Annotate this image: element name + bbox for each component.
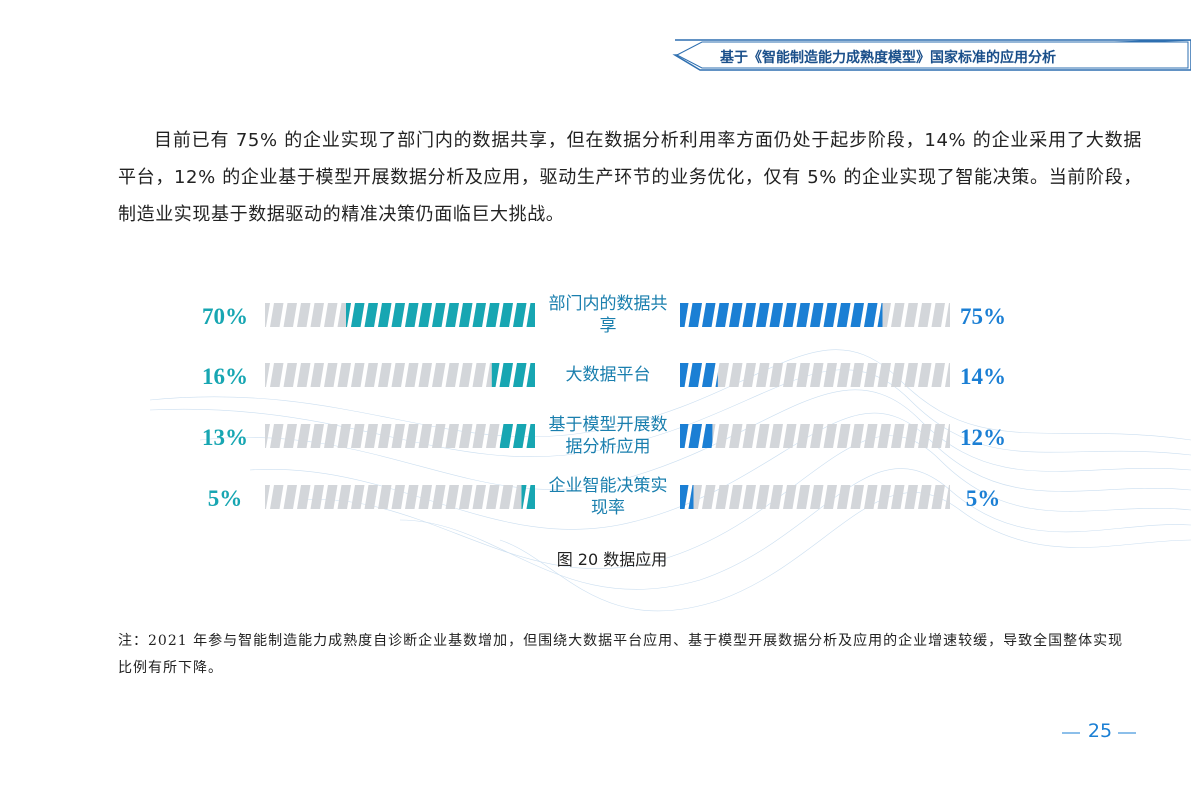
row: 5% 5% bbox=[208, 485, 1001, 511]
category-label: 大数据平台 bbox=[565, 365, 651, 385]
header-title: 基于《智能制造能力成熟度模型》国家标准的应用分析 bbox=[720, 50, 1056, 66]
bar bbox=[521, 485, 535, 509]
bar-track bbox=[265, 424, 535, 448]
bar bbox=[680, 363, 718, 387]
value-label: 5% bbox=[966, 486, 1001, 511]
page-number: 25 bbox=[1087, 720, 1113, 742]
value-label: 70% bbox=[202, 304, 248, 329]
bar bbox=[346, 303, 535, 327]
category-label: 企业智能决策实现率 bbox=[548, 476, 668, 518]
bar-track bbox=[680, 485, 950, 509]
row: 13% 12% bbox=[202, 424, 1006, 450]
bar-track bbox=[680, 363, 950, 387]
caption: 图 20 数据应用 bbox=[556, 550, 668, 569]
row: 70% 75% bbox=[202, 303, 1006, 329]
paragraph: 目前已有 75% 的企业实现了部门内的数据共享，但在数据分析利用率方面仍处于起步… bbox=[118, 130, 1142, 225]
value-label: 14% bbox=[960, 364, 1006, 389]
note: 注：2021 年参与智能制造能力成熟度自诊断企业基数增加，但围绕大数据平台应用、… bbox=[118, 633, 1124, 676]
value-label: 16% bbox=[202, 364, 248, 389]
bar bbox=[499, 424, 535, 448]
bar-track bbox=[680, 424, 950, 448]
value-label: 5% bbox=[208, 486, 243, 511]
bar bbox=[491, 363, 535, 387]
category-label: 部门内的数据共享 bbox=[548, 294, 668, 336]
category-label: 基于模型开展数据分析应用 bbox=[548, 415, 668, 457]
row: 16% 14% bbox=[202, 363, 1006, 389]
value-label: 13% bbox=[202, 425, 248, 450]
bar bbox=[680, 485, 694, 509]
bar bbox=[680, 424, 713, 448]
bar-track bbox=[265, 485, 535, 509]
value-label: 12% bbox=[960, 425, 1006, 450]
value-label: 75% bbox=[960, 304, 1006, 329]
bar bbox=[680, 303, 883, 327]
bar-track bbox=[265, 363, 535, 387]
